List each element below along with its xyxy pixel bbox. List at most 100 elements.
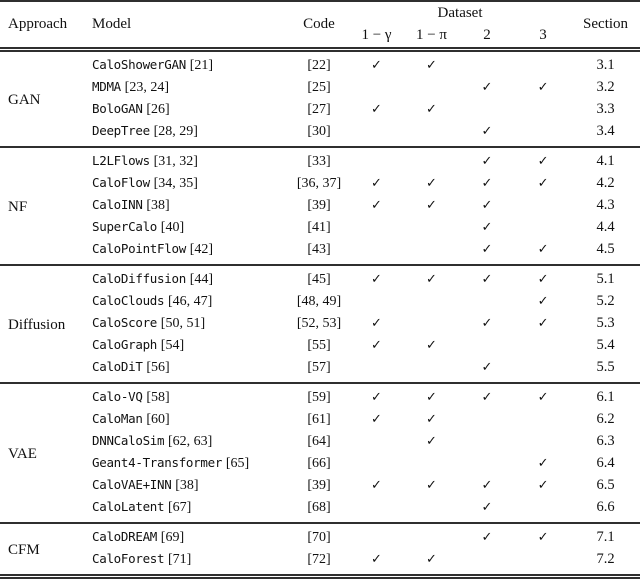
column-header-dataset-3: 3 (539, 26, 547, 43)
approach-label: Diffusion (8, 316, 66, 333)
empty-cell (404, 77, 459, 99)
model-citation-refs: [69] (160, 530, 185, 545)
checkmark: ✓ (371, 272, 382, 287)
empty-cell (515, 121, 571, 147)
checkmark: ✓ (537, 80, 549, 95)
empty-cell (349, 523, 404, 549)
empty-cell (459, 49, 515, 77)
section-number: 3.1 (596, 57, 615, 73)
empty-cell (404, 217, 459, 239)
column-header-approach: Approach (8, 15, 68, 32)
checkmark: ✓ (371, 478, 382, 493)
approach-group: VAE Calo-VQ [58] [59] ✓ ✓ ✓ ✓ 6.1 CaloMan [60] [6… (0, 383, 640, 523)
checkmark: ✓ (481, 154, 493, 169)
approach-group: NF L2LFlows [31, 32] [33] ✓ ✓ 4.1 CaloFlow [34… (0, 147, 640, 265)
section-number: 4.1 (596, 153, 615, 169)
empty-cell (515, 549, 571, 577)
code-citation-refs: [64] (307, 433, 331, 449)
model-cell: CaloShowerGAN [21] (84, 49, 289, 77)
approach-label: GAN (8, 91, 41, 108)
section-number: 3.4 (596, 123, 615, 139)
model-cell: CaloGraph [54] (84, 335, 289, 357)
code-citation-refs: [59] (307, 389, 331, 405)
checkmark: ✓ (426, 272, 437, 287)
checkmark: ✓ (537, 294, 549, 309)
empty-cell (349, 431, 404, 453)
checkmark: ✓ (481, 390, 493, 405)
checkmark: ✓ (537, 456, 549, 471)
code-citation-refs: [39] (307, 197, 331, 213)
empty-cell (404, 453, 459, 475)
section-number: 5.5 (596, 359, 615, 375)
checkmark: ✓ (371, 552, 382, 567)
model-cell: DeepTree [28, 29] (84, 121, 289, 147)
model-cell: CaloVAE+INN [38] (84, 475, 289, 497)
model-cell: CaloClouds [46, 47] (84, 291, 289, 313)
model-cell: CaloDiffusion [44] (84, 265, 289, 291)
approach-group: CFM CaloDREAM [69] [70] ✓ ✓ 7.1 CaloForest [71… (0, 523, 640, 577)
empty-cell (515, 431, 571, 453)
table-row: CaloGraph [54] [55] ✓ ✓ 5.4 (0, 335, 640, 357)
model-citation-refs: [38] (146, 198, 170, 213)
empty-cell (459, 99, 515, 121)
table-row: VAE Calo-VQ [58] [59] ✓ ✓ ✓ ✓ 6.1 (0, 383, 640, 462)
table-row: CaloMan [60] [61] ✓ ✓ 6.2 (0, 409, 640, 431)
empty-cell (349, 121, 404, 147)
model-citation-refs: [31, 32] (153, 154, 198, 169)
code-citation-refs: [33] (307, 153, 331, 169)
section-number: 6.1 (596, 389, 615, 405)
section-number: 6.4 (596, 455, 615, 471)
empty-cell (349, 77, 404, 99)
section-number: 4.4 (596, 219, 615, 235)
checkmark: ✓ (481, 176, 493, 191)
model-citation-refs: [40] (160, 220, 185, 235)
checkmark: ✓ (371, 58, 382, 73)
column-header-dataset-1-pi: 1 − π (415, 26, 448, 43)
model-name: CaloForest (92, 551, 165, 566)
section-number: 4.3 (596, 197, 615, 213)
empty-cell (404, 357, 459, 383)
section-number: 6.5 (596, 477, 615, 493)
section-number: 4.2 (596, 175, 615, 191)
checkmark: ✓ (371, 316, 382, 331)
approach-group: GAN CaloShowerGAN [21] [22] ✓ ✓ 3.1 MDMA [23, … (0, 49, 640, 147)
empty-cell (404, 147, 459, 173)
code-citation-refs: [36, 37] (296, 175, 342, 191)
checkmark: ✓ (537, 316, 549, 331)
model-name: BoloGAN (92, 101, 143, 116)
checkmark: ✓ (481, 242, 493, 257)
checkmark: ✓ (426, 58, 437, 73)
model-cell: Geant4-Transformer [65] (84, 453, 289, 475)
model-citation-refs: [34, 35] (153, 176, 198, 191)
checkmark: ✓ (481, 272, 493, 287)
empty-cell (515, 357, 571, 383)
model-name: CaloINN (92, 197, 143, 212)
checkmark: ✓ (481, 530, 493, 545)
model-name: CaloLatent (92, 499, 165, 514)
table-row: MDMA [23, 24] [25] ✓ ✓ 3.2 (0, 77, 640, 99)
empty-cell (404, 239, 459, 265)
checkmark: ✓ (426, 338, 437, 353)
model-name: DeepTree (92, 123, 150, 138)
code-citation-refs: [66] (307, 455, 331, 471)
model-citation-refs: [58] (146, 390, 170, 405)
column-header-code: Code (303, 15, 335, 32)
empty-cell (515, 497, 571, 523)
empty-cell (404, 121, 459, 147)
model-cell: SuperCalo [40] (84, 217, 289, 239)
code-citation-refs: [30] (307, 123, 331, 139)
table-row: NF L2LFlows [31, 32] [33] ✓ ✓ 4.1 (0, 147, 640, 215)
checkmark: ✓ (537, 272, 549, 287)
table-row: GAN CaloShowerGAN [21] [22] ✓ ✓ 3.1 (0, 49, 640, 108)
empty-cell (349, 147, 404, 173)
table-row: CaloDiT [56] [57] ✓ 5.5 (0, 357, 640, 383)
checkmark: ✓ (426, 412, 437, 427)
model-citation-refs: [26] (146, 102, 170, 117)
checkmark: ✓ (537, 530, 549, 545)
checkmark: ✓ (481, 500, 493, 515)
table-row: CaloFlow [34, 35] [36, 37] ✓ ✓ ✓ ✓ 4.2 (0, 173, 640, 195)
model-name: CaloVAE+INN (92, 477, 172, 492)
model-name: CaloShowerGAN (92, 57, 186, 72)
empty-cell (404, 313, 459, 335)
checkmark: ✓ (371, 102, 382, 117)
